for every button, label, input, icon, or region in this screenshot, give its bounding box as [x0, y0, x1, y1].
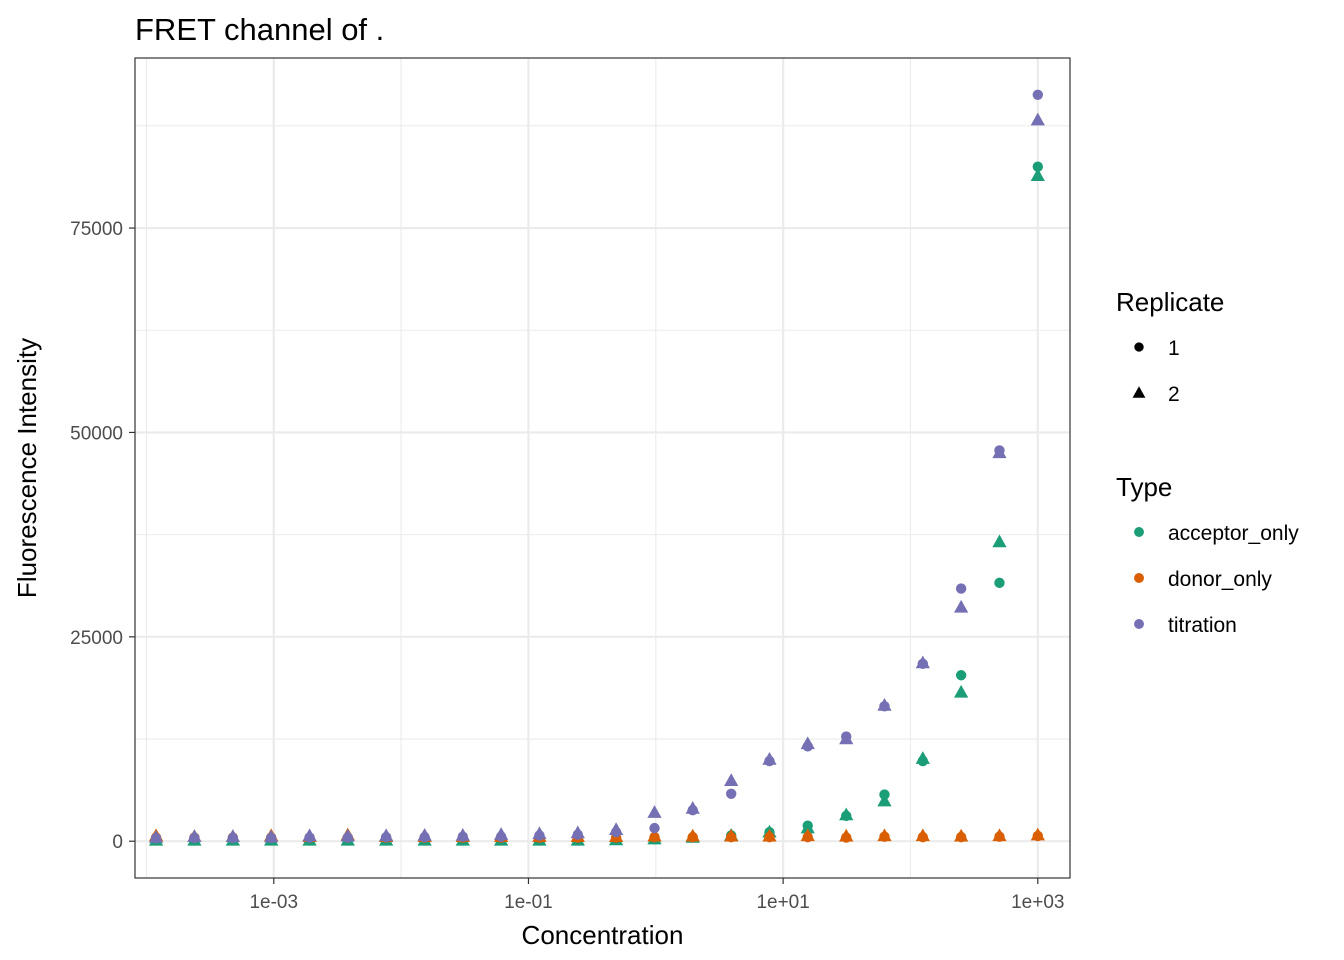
data-point-titration-rep2 [379, 828, 394, 842]
data-point-donor-only-rep2 [1030, 827, 1045, 841]
legend-label-type: donor_only [1168, 568, 1272, 591]
data-point-titration-rep2 [839, 731, 854, 745]
data-point-acceptor-only-rep1 [955, 670, 967, 681]
data-point-titration-rep2 [877, 697, 892, 711]
y-tick-label: 25000 [70, 628, 123, 649]
data-point-titration-rep2 [608, 822, 624, 836]
y-tick-label: 0 [112, 832, 123, 853]
data-point-donor-only-rep2 [800, 828, 815, 842]
data-point-acceptor-only-rep2 [877, 793, 892, 807]
data-point-titration-rep2 [225, 829, 240, 842]
legend-key-donor-only [1134, 573, 1144, 583]
x-tick-label: 1e-03 [249, 892, 298, 913]
data-point-donor-only-rep2 [647, 828, 662, 842]
data-point-titration-rep2 [915, 655, 930, 669]
data-point-titration-rep2 [724, 773, 739, 786]
data-points [148, 89, 1045, 846]
data-point-titration-rep2 [417, 827, 432, 841]
data-point-titration-rep1 [1032, 89, 1044, 100]
data-point-donor-only-rep2 [877, 828, 892, 842]
legend-key-replicate-2 [1132, 386, 1146, 398]
data-point-acceptor-only-rep1 [994, 577, 1005, 589]
data-point-donor-only-rep2 [685, 828, 700, 842]
gridlines [135, 58, 1070, 878]
data-point-acceptor-only-rep2 [1030, 168, 1045, 181]
data-point-acceptor-only-rep2 [915, 751, 930, 764]
data-point-acceptor-only-rep2 [800, 820, 815, 834]
panel-background [135, 58, 1070, 878]
legend-label-replicate: 2 [1168, 383, 1180, 406]
y-tick-label: 50000 [70, 423, 123, 444]
data-point-titration-rep2 [647, 805, 662, 818]
data-point-titration-rep2 [455, 827, 470, 841]
data-point-donor-only-rep2 [724, 828, 739, 842]
legend-title-type: Type [1116, 472, 1172, 502]
data-point-donor-only-rep2 [762, 828, 777, 842]
data-point-titration-rep1 [649, 822, 660, 834]
data-point-titration-rep2 [992, 445, 1007, 459]
data-point-titration-rep2 [532, 826, 547, 840]
data-point-titration-rep2 [1030, 112, 1045, 126]
x-axis-title: Concentration [522, 920, 684, 950]
y-axis: 0 25000 50000 75000 [70, 219, 135, 853]
legend-key-acceptor-only [1134, 527, 1144, 537]
data-point-titration-rep2 [493, 827, 509, 840]
panel-border [134, 57, 1071, 879]
legend-label-replicate: 1 [1168, 337, 1180, 360]
data-point-titration-rep2 [302, 828, 317, 842]
data-point-donor-only-rep2 [954, 828, 969, 842]
data-point-acceptor-only-rep2 [839, 807, 854, 821]
data-point-donor-only-rep2 [915, 828, 930, 842]
x-tick-label: 1e+01 [756, 892, 809, 913]
y-axis-title: Fluorescence Intensity [12, 338, 42, 598]
data-point-titration-rep2 [800, 736, 815, 750]
data-point-acceptor-only-rep2 [992, 534, 1007, 548]
data-point-titration-rep2 [762, 751, 777, 765]
legend-label-type: acceptor_only [1168, 522, 1299, 545]
data-point-acceptor-only-rep1 [1032, 161, 1044, 172]
chart-title: FRET channel of . [135, 12, 384, 47]
x-tick-label: 1e-01 [504, 892, 553, 913]
x-tick-label: 1e+03 [1011, 892, 1064, 913]
data-point-titration-rep1 [725, 788, 737, 799]
data-point-titration-rep2 [187, 829, 202, 842]
data-point-titration-rep2 [570, 825, 585, 839]
y-tick-label: 75000 [70, 219, 123, 240]
plot-panel [134, 57, 1071, 879]
data-point-donor-only-rep2 [992, 828, 1007, 842]
data-point-acceptor-only-rep2 [954, 684, 969, 698]
legend-title-replicate: Replicate [1116, 287, 1224, 317]
legend-key-titration [1134, 619, 1144, 629]
data-point-titration-rep2 [685, 801, 700, 814]
data-point-titration-rep1 [955, 583, 967, 594]
data-point-titration-rep2 [148, 830, 164, 843]
data-point-donor-only-rep2 [839, 828, 854, 842]
legend-key-replicate-1 [1134, 342, 1144, 352]
x-axis: 1e-03 1e-01 1e+01 1e+03 [249, 878, 1064, 913]
legend: Replicate 1 2 Type acceptor_only donor_onlyti… [1116, 287, 1299, 637]
data-point-titration-rep2 [340, 828, 355, 842]
legend-label-type: titration [1168, 614, 1237, 637]
data-point-titration-rep2 [264, 829, 279, 843]
data-point-titration-rep2 [954, 599, 969, 613]
